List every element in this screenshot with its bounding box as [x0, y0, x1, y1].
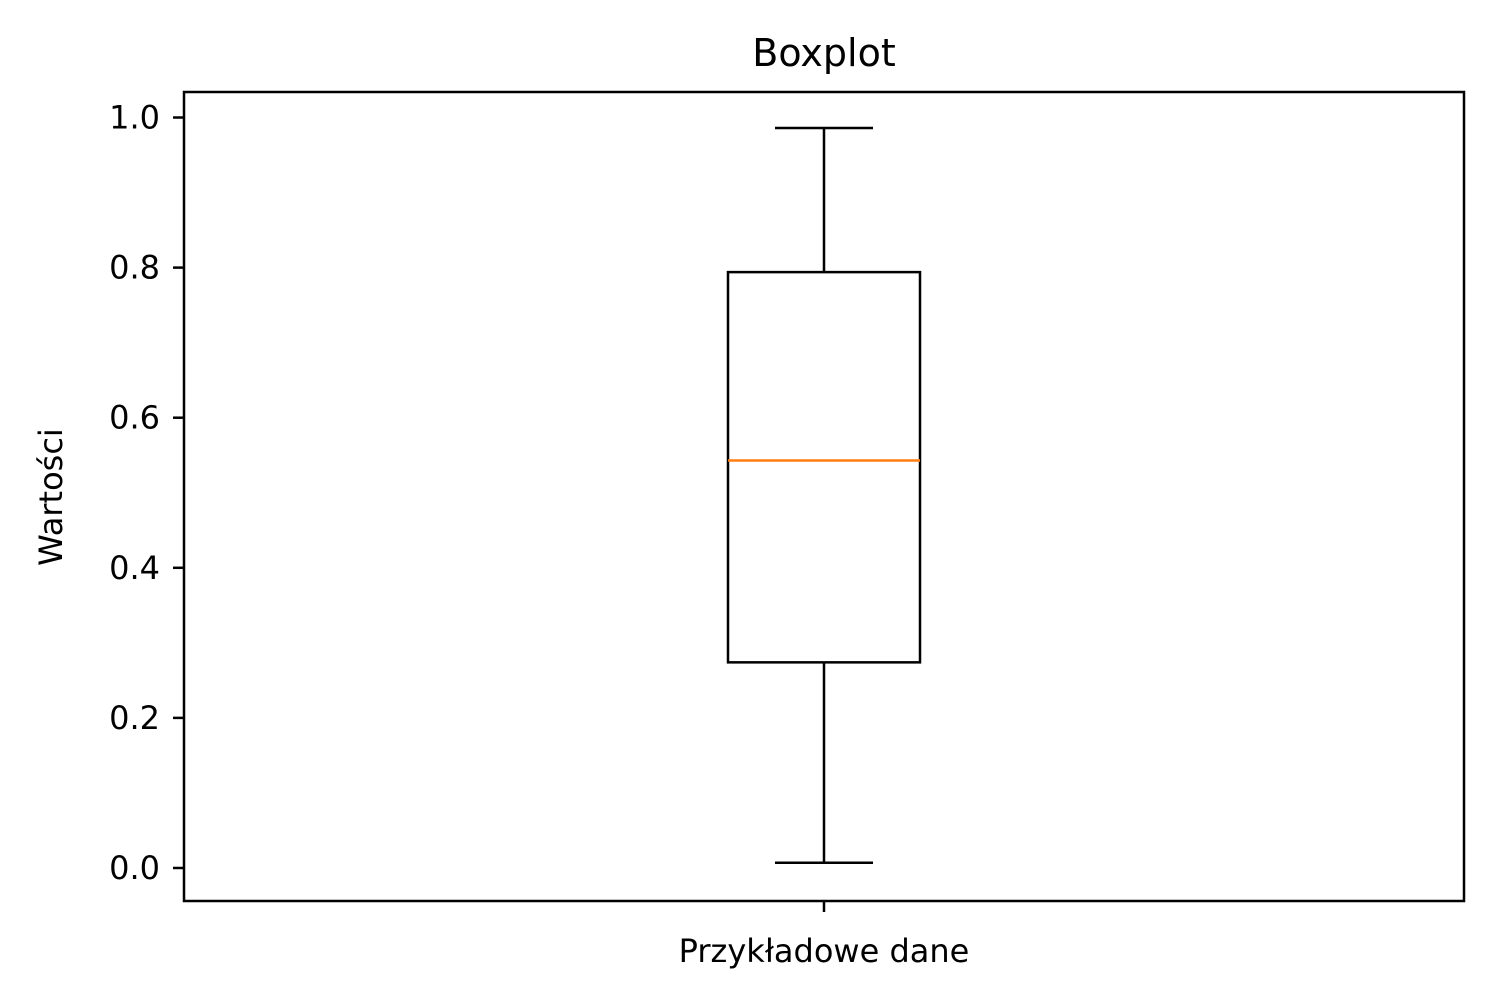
- y-axis-ticks: 0.0 0.2 0.4 0.6 0.8 1.0: [109, 99, 184, 887]
- y-tick-label: 0.4: [109, 549, 160, 587]
- y-axis-label: Wartości: [32, 428, 70, 566]
- x-tick-label: Przykładowe dane: [679, 932, 970, 970]
- y-tick-label: 0.8: [109, 249, 160, 287]
- y-tick-label: 1.0: [109, 99, 160, 137]
- x-axis-ticks: Przykładowe dane: [679, 901, 970, 970]
- y-tick-label: 0.0: [109, 849, 160, 887]
- plot-marks: [726, 126, 922, 864]
- y-tick-label: 0.6: [109, 399, 160, 437]
- chart-title: Boxplot: [752, 31, 895, 75]
- y-tick-label: 0.2: [109, 699, 160, 737]
- box-iqr: [726, 270, 922, 664]
